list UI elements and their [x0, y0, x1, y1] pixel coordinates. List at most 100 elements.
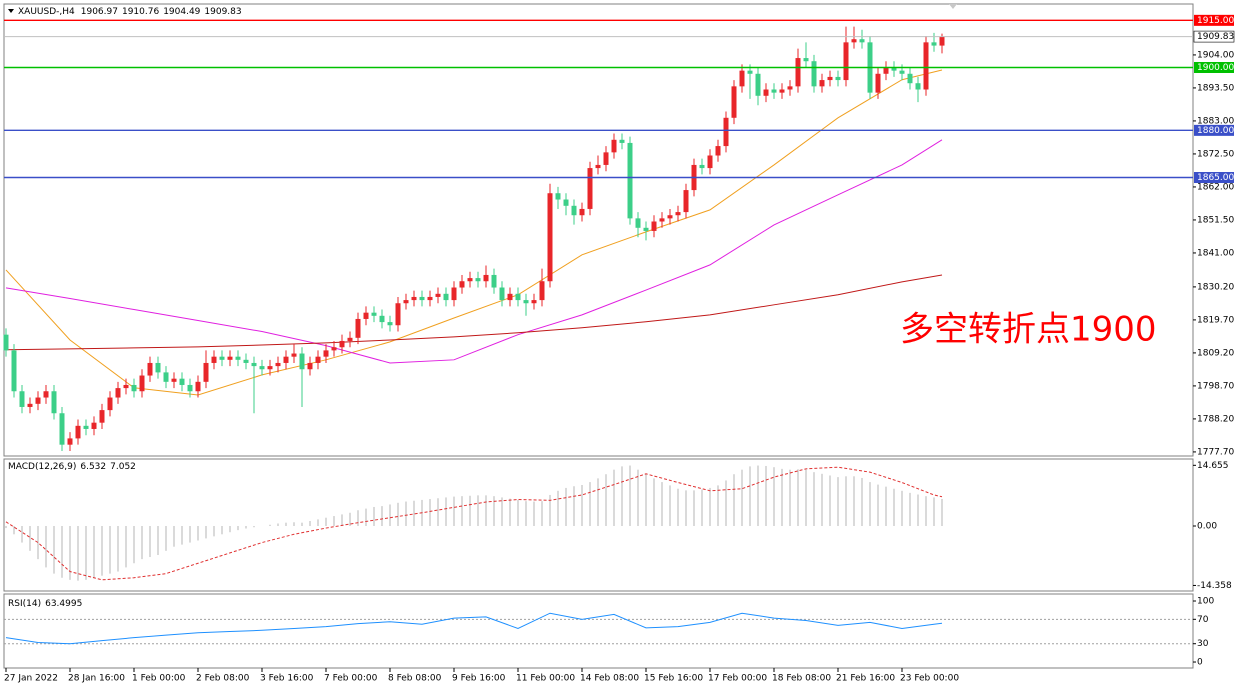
candle-body	[835, 76, 841, 81]
candle-body	[179, 378, 185, 385]
symbol: XAUUSD-,H4	[18, 7, 75, 17]
candle-body	[499, 287, 505, 301]
y-tick-label: 30	[1197, 639, 1209, 649]
candle-body	[299, 353, 305, 370]
candle-body	[795, 58, 801, 87]
candle-body	[667, 215, 673, 219]
signal-value: 7.052	[110, 462, 136, 472]
candle-body	[683, 190, 689, 213]
candle-body	[259, 366, 265, 370]
candle-body	[419, 296, 425, 301]
y-tick-label: 1893.50	[1197, 83, 1234, 93]
candle-body	[283, 356, 289, 363]
moving-average	[5, 139, 943, 364]
y-tick-label: 1841.00	[1197, 248, 1234, 258]
header-low: 1904.49	[163, 7, 200, 17]
candle-body	[563, 199, 569, 206]
candle-body	[379, 315, 385, 323]
candle-body	[883, 67, 889, 74]
candle-body	[411, 296, 417, 301]
candle-body	[363, 312, 369, 319]
candle-body	[571, 205, 577, 216]
candle-body	[395, 303, 401, 326]
candle-body	[75, 425, 81, 439]
chart-header: XAUUSD-,H4 1906.97 1910.76 1904.49 1909.83	[18, 7, 242, 17]
header-close: 1909.83	[204, 7, 241, 17]
candle-body	[859, 39, 865, 43]
main-panel-frame	[3, 3, 1194, 457]
candle-body	[403, 300, 409, 304]
candle-body	[291, 353, 297, 357]
level-label: 1865.00	[1197, 173, 1234, 183]
candle-body	[243, 359, 249, 363]
candle-body	[163, 372, 169, 382]
candle-body	[203, 362, 209, 382]
candle-body	[483, 274, 489, 282]
candle-body	[827, 76, 833, 81]
candle-body	[603, 152, 609, 165]
y-tick-label: 1809.20	[1197, 348, 1234, 358]
candle-body	[347, 337, 353, 341]
x-tick-label: 3 Feb 16:00	[260, 674, 314, 684]
level-label: 1900.00	[1197, 63, 1234, 73]
y-tick-label: 1798.70	[1197, 381, 1234, 391]
candle-body	[875, 73, 881, 93]
candle-body	[427, 296, 433, 301]
candle-body	[227, 356, 233, 360]
candle-body	[147, 362, 153, 376]
candle-body	[579, 208, 585, 216]
candle-body	[811, 61, 817, 87]
candle-body	[675, 212, 681, 216]
candle-body	[491, 274, 497, 288]
candle-body	[643, 227, 649, 231]
collapse-icon[interactable]	[8, 9, 14, 13]
rsi-title: RSI(14)	[8, 599, 41, 609]
candle-body	[747, 70, 753, 74]
candle-body	[171, 378, 177, 382]
candle-body	[843, 42, 849, 81]
x-tick-label: 11 Feb 00:00	[516, 674, 575, 684]
candle-body	[371, 312, 377, 316]
x-tick-label: 23 Feb 00:00	[900, 674, 959, 684]
current-price-box	[1193, 30, 1235, 43]
y-tick-label: 14.655	[1197, 461, 1229, 471]
current-price-label: 1909.83	[1197, 32, 1234, 42]
candle-body	[787, 86, 793, 90]
candle-body	[707, 155, 713, 169]
candle-body	[3, 334, 9, 351]
candle-body	[51, 391, 57, 414]
y-tick-label: 0	[1197, 658, 1203, 668]
candle-body	[67, 438, 73, 445]
candle-body	[547, 193, 553, 282]
candle-body	[915, 83, 921, 90]
candle-body	[923, 42, 929, 90]
candle-body	[35, 397, 41, 404]
candle-body	[251, 362, 257, 367]
candle-body	[475, 278, 481, 282]
x-tick-label: 15 Feb 16:00	[644, 674, 703, 684]
candle-body	[851, 39, 857, 43]
candle-body	[11, 350, 17, 392]
rsi-header: RSI(14) 63.4995	[8, 599, 82, 609]
candle-body	[907, 73, 913, 84]
candle-body	[611, 139, 617, 153]
y-tick-label: 70	[1197, 615, 1209, 625]
x-tick-label: 2 Feb 08:00	[196, 674, 250, 684]
candle-body	[515, 293, 521, 301]
candle-body	[731, 86, 737, 118]
candle-body	[819, 80, 825, 87]
candle-body	[507, 293, 513, 301]
candle-body	[771, 89, 777, 93]
y-tick-label: 1872.50	[1197, 149, 1234, 159]
candle-body	[59, 413, 65, 445]
candle-body	[43, 391, 49, 398]
y-tick-label: 1862.00	[1197, 182, 1234, 192]
header-high: 1910.76	[122, 7, 159, 17]
level-label-box	[1194, 124, 1234, 136]
candle-body	[115, 388, 121, 398]
macd-header: MACD(12,26,9) 6.532 7.052	[8, 462, 136, 472]
x-tick-label: 28 Jan 16:00	[68, 674, 125, 684]
macd-panel-frame	[3, 458, 1194, 592]
candle-body	[587, 168, 593, 209]
